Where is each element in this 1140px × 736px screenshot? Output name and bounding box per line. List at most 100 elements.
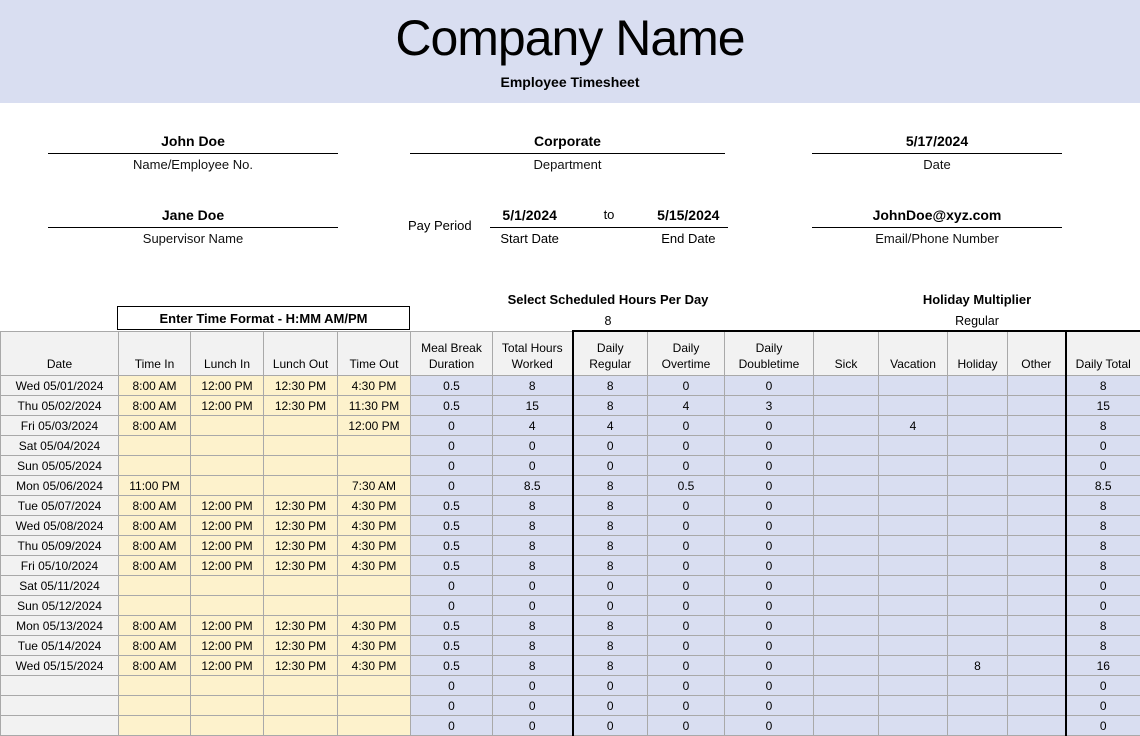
cell-meal-break[interactable]: 0 xyxy=(411,676,493,696)
cell-holiday[interactable] xyxy=(948,376,1008,396)
cell-daily-doubletime[interactable]: 3 xyxy=(725,396,814,416)
cell-lunch-out[interactable]: 12:30 PM xyxy=(264,516,338,536)
cell-time-out[interactable]: 4:30 PM xyxy=(338,656,411,676)
cell-other[interactable] xyxy=(1008,456,1066,476)
cell-meal-break[interactable]: 0.5 xyxy=(411,536,493,556)
cell-sick[interactable] xyxy=(814,696,879,716)
cell-daily-regular[interactable]: 0 xyxy=(573,456,648,476)
cell-other[interactable] xyxy=(1008,716,1066,736)
cell-time-out[interactable] xyxy=(338,596,411,616)
cell-holiday[interactable]: 8 xyxy=(948,656,1008,676)
cell-daily-total[interactable]: 8 xyxy=(1066,516,1140,536)
cell-daily-regular[interactable]: 8 xyxy=(573,636,648,656)
cell-daily-total[interactable]: 0 xyxy=(1066,436,1140,456)
pay-period-start-value[interactable]: 5/1/2024 xyxy=(490,205,569,225)
cell-daily-doubletime[interactable]: 0 xyxy=(725,436,814,456)
department-value[interactable]: Corporate xyxy=(410,131,725,154)
cell-lunch-in[interactable]: 12:00 PM xyxy=(191,556,264,576)
cell-time-in[interactable]: 8:00 AM xyxy=(119,616,191,636)
cell-time-out[interactable]: 4:30 PM xyxy=(338,556,411,576)
cell-daily-regular[interactable]: 0 xyxy=(573,596,648,616)
cell-daily-total[interactable]: 8 xyxy=(1066,556,1140,576)
cell-total-hours[interactable]: 8 xyxy=(493,536,573,556)
cell-lunch-in[interactable]: 12:00 PM xyxy=(191,496,264,516)
cell-other[interactable] xyxy=(1008,536,1066,556)
cell-meal-break[interactable]: 0.5 xyxy=(411,656,493,676)
cell-lunch-out[interactable] xyxy=(264,716,338,736)
cell-total-hours[interactable]: 8.5 xyxy=(493,476,573,496)
cell-meal-break[interactable]: 0.5 xyxy=(411,516,493,536)
cell-daily-doubletime[interactable]: 0 xyxy=(725,696,814,716)
cell-daily-doubletime[interactable]: 0 xyxy=(725,536,814,556)
cell-daily-regular[interactable]: 0 xyxy=(573,696,648,716)
cell-sick[interactable] xyxy=(814,616,879,636)
cell-total-hours[interactable]: 8 xyxy=(493,376,573,396)
cell-other[interactable] xyxy=(1008,376,1066,396)
cell-holiday[interactable] xyxy=(948,516,1008,536)
cell-sick[interactable] xyxy=(814,496,879,516)
cell-daily-total[interactable]: 0 xyxy=(1066,596,1140,616)
cell-daily-overtime[interactable]: 0 xyxy=(648,376,725,396)
cell-daily-regular[interactable]: 8 xyxy=(573,376,648,396)
cell-date[interactable] xyxy=(1,696,119,716)
cell-lunch-out[interactable]: 12:30 PM xyxy=(264,396,338,416)
cell-sick[interactable] xyxy=(814,516,879,536)
cell-daily-overtime[interactable]: 0 xyxy=(648,616,725,636)
cell-sick[interactable] xyxy=(814,456,879,476)
cell-daily-regular[interactable]: 8 xyxy=(573,536,648,556)
cell-time-in[interactable]: 8:00 AM xyxy=(119,536,191,556)
cell-daily-overtime[interactable]: 0 xyxy=(648,436,725,456)
cell-sick[interactable] xyxy=(814,436,879,456)
cell-meal-break[interactable]: 0.5 xyxy=(411,636,493,656)
cell-total-hours[interactable]: 0 xyxy=(493,676,573,696)
cell-daily-regular[interactable]: 8 xyxy=(573,496,648,516)
cell-time-out[interactable]: 4:30 PM xyxy=(338,516,411,536)
cell-time-in[interactable] xyxy=(119,456,191,476)
cell-total-hours[interactable]: 8 xyxy=(493,656,573,676)
cell-holiday[interactable] xyxy=(948,556,1008,576)
cell-total-hours[interactable]: 0 xyxy=(493,716,573,736)
cell-daily-doubletime[interactable]: 0 xyxy=(725,456,814,476)
cell-sick[interactable] xyxy=(814,536,879,556)
cell-vacation[interactable] xyxy=(879,636,948,656)
cell-lunch-out[interactable]: 12:30 PM xyxy=(264,536,338,556)
cell-meal-break[interactable]: 0.5 xyxy=(411,376,493,396)
cell-daily-total[interactable]: 8 xyxy=(1066,616,1140,636)
cell-daily-total[interactable]: 8.5 xyxy=(1066,476,1140,496)
cell-total-hours[interactable]: 0 xyxy=(493,696,573,716)
cell-time-in[interactable]: 11:00 PM xyxy=(119,476,191,496)
cell-meal-break[interactable]: 0 xyxy=(411,596,493,616)
cell-lunch-out[interactable] xyxy=(264,596,338,616)
cell-vacation[interactable] xyxy=(879,676,948,696)
cell-time-in[interactable] xyxy=(119,596,191,616)
cell-meal-break[interactable]: 0 xyxy=(411,576,493,596)
cell-vacation[interactable] xyxy=(879,456,948,476)
cell-time-in[interactable]: 8:00 AM xyxy=(119,556,191,576)
cell-vacation[interactable] xyxy=(879,476,948,496)
cell-daily-overtime[interactable]: 0 xyxy=(648,556,725,576)
cell-holiday[interactable] xyxy=(948,576,1008,596)
cell-other[interactable] xyxy=(1008,416,1066,436)
cell-date[interactable]: Fri 05/03/2024 xyxy=(1,416,119,436)
cell-lunch-in[interactable] xyxy=(191,416,264,436)
cell-lunch-out[interactable]: 12:30 PM xyxy=(264,656,338,676)
cell-lunch-out[interactable]: 12:30 PM xyxy=(264,636,338,656)
cell-daily-doubletime[interactable]: 0 xyxy=(725,616,814,636)
cell-daily-overtime[interactable]: 4 xyxy=(648,396,725,416)
cell-daily-regular[interactable]: 8 xyxy=(573,556,648,576)
cell-time-in[interactable]: 8:00 AM xyxy=(119,656,191,676)
cell-daily-overtime[interactable]: 0 xyxy=(648,516,725,536)
cell-other[interactable] xyxy=(1008,436,1066,456)
cell-daily-doubletime[interactable]: 0 xyxy=(725,376,814,396)
cell-total-hours[interactable]: 0 xyxy=(493,456,573,476)
cell-other[interactable] xyxy=(1008,616,1066,636)
cell-daily-doubletime[interactable]: 0 xyxy=(725,716,814,736)
cell-other[interactable] xyxy=(1008,516,1066,536)
cell-daily-overtime[interactable]: 0 xyxy=(648,576,725,596)
cell-total-hours[interactable]: 4 xyxy=(493,416,573,436)
cell-other[interactable] xyxy=(1008,656,1066,676)
cell-vacation[interactable] xyxy=(879,656,948,676)
cell-meal-break[interactable]: 0 xyxy=(411,436,493,456)
cell-daily-regular[interactable]: 4 xyxy=(573,416,648,436)
cell-other[interactable] xyxy=(1008,596,1066,616)
